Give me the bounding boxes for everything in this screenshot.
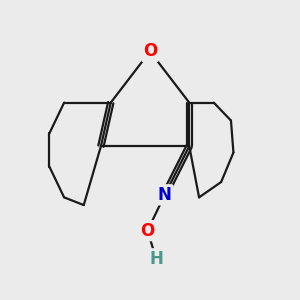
Text: O: O — [140, 222, 155, 240]
Text: H: H — [149, 250, 163, 268]
Text: N: N — [158, 186, 172, 204]
Text: O: O — [143, 42, 157, 60]
